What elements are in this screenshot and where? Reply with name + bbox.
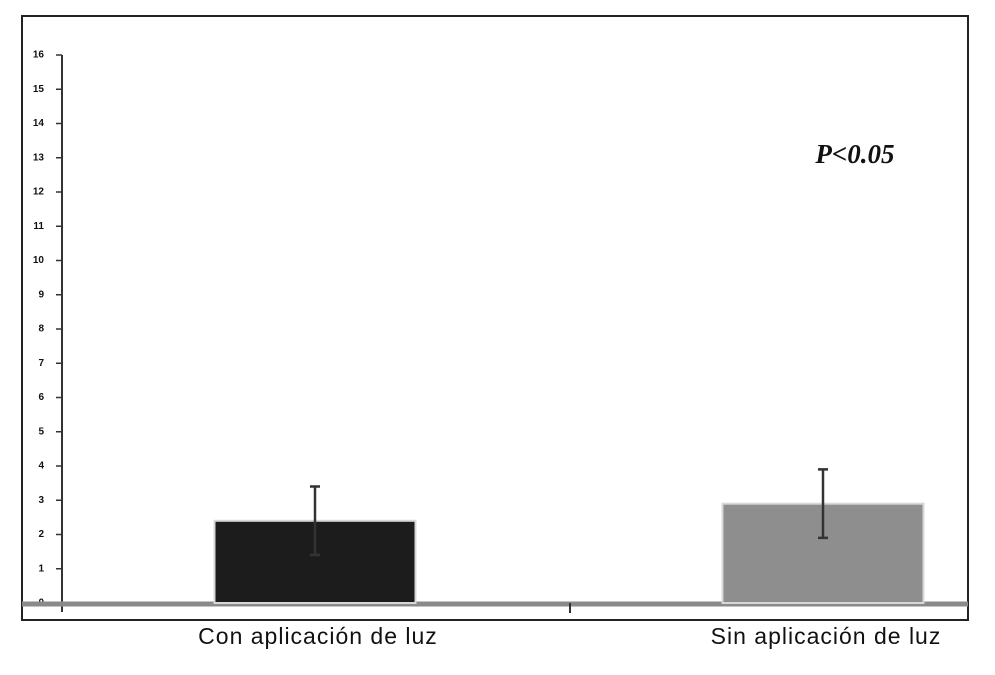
y-tick-label: 14 [33, 118, 45, 129]
y-tick-label: 7 [38, 358, 44, 369]
x-tick-label: Con aplicación de luz [198, 623, 438, 649]
plot-frame [21, 15, 969, 621]
y-tick-label: 13 [33, 152, 45, 163]
y-tick-label: 5 [38, 426, 44, 437]
y-tick-label: 15 [33, 84, 45, 95]
annotation: P<0.05 [814, 139, 894, 169]
y-tick-label: 2 [38, 529, 44, 540]
y-tick-label: 8 [38, 324, 44, 335]
error-bar [818, 468, 828, 540]
y-tick-label: 16 [33, 50, 45, 61]
y-tick-label: 12 [33, 187, 45, 198]
y-tick-label: 4 [38, 461, 44, 472]
y-tick-label: 3 [38, 495, 44, 506]
y-tick-label: 9 [38, 289, 44, 300]
error-bar [310, 485, 320, 557]
x-tick-label: Sin aplicación de luz [711, 623, 942, 649]
y-tick-label: 6 [38, 392, 44, 403]
y-tick-label: 11 [33, 221, 44, 232]
y-tick-label: 1 [38, 563, 44, 574]
y-tick-label: 10 [33, 255, 45, 266]
